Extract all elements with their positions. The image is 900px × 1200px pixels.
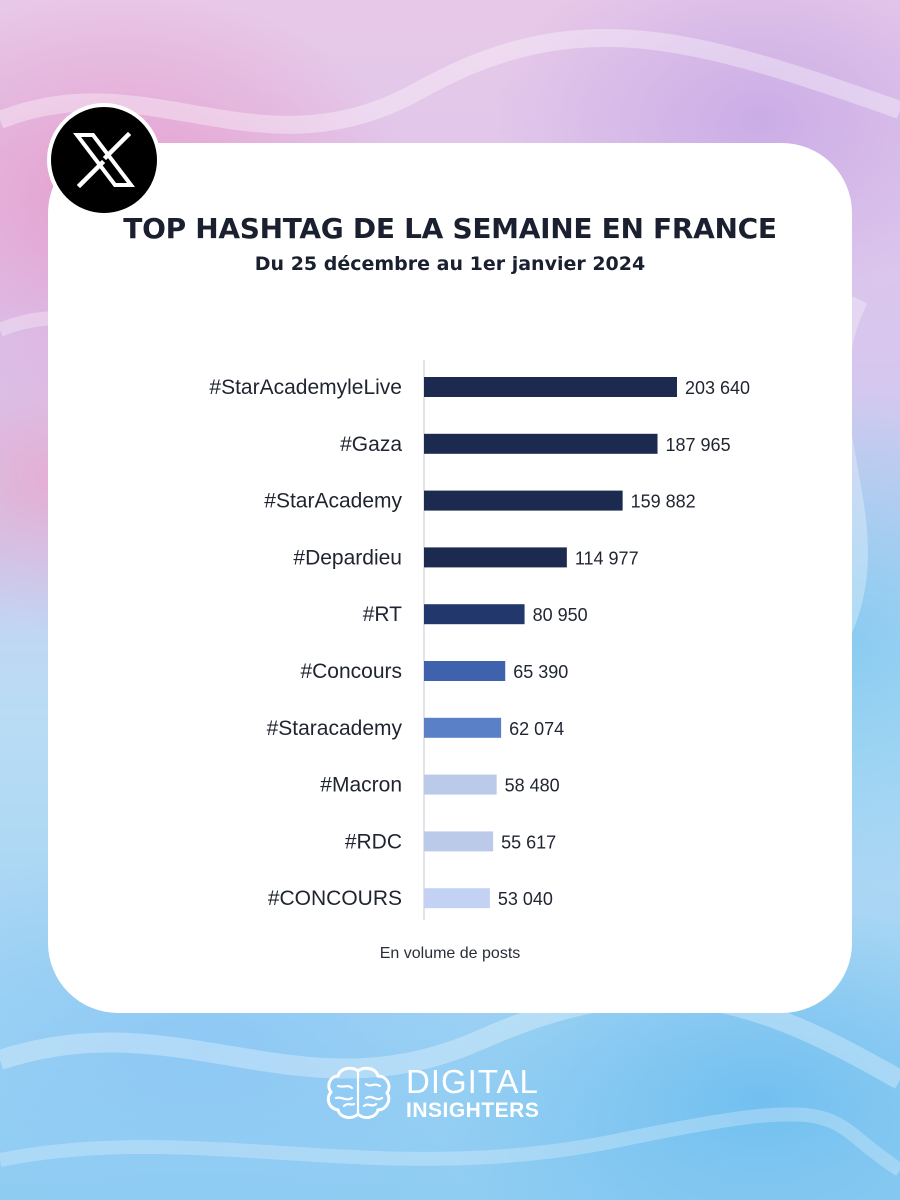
value-label: 55 617 (501, 832, 556, 852)
category-label: #CONCOURS (268, 887, 402, 910)
value-label: 187 965 (666, 435, 731, 455)
chart-note: En volume de posts (379, 945, 521, 962)
value-label: 203 640 (685, 378, 750, 398)
bar (424, 377, 677, 397)
category-label: #Staracademy (267, 717, 403, 740)
brand-name-line2: INSIGHTERS (406, 1099, 540, 1122)
bar (424, 547, 567, 568)
chart-subtitle: Du 25 décembre au 1er janvier 2024 (254, 253, 646, 275)
category-label: #RDC (345, 830, 402, 853)
bar (424, 888, 490, 909)
category-label: #Depardieu (293, 546, 402, 569)
value-label: 159 882 (631, 492, 696, 512)
category-label: #StarAcademy (264, 490, 402, 513)
value-label: 62 074 (509, 719, 564, 739)
value-label: 80 950 (533, 605, 588, 625)
value-label: 58 480 (505, 776, 560, 796)
bar (424, 604, 525, 625)
value-label: 114 977 (575, 548, 639, 568)
brand-name-line1: DIGITAL (406, 1063, 539, 1100)
category-label: #RT (363, 603, 402, 626)
x-logo-icon (47, 103, 161, 217)
chart-card (48, 143, 852, 1013)
value-label: 53 040 (498, 889, 553, 909)
bar (424, 774, 497, 795)
category-label: #StarAcademyleLive (209, 376, 402, 399)
chart-title: TOP HASHTAG DE LA SEMAINE EN FRANCE (123, 212, 777, 245)
bar (424, 490, 623, 511)
digital-insighters-logo: DIGITAL INSIGHTERS (324, 1058, 564, 1128)
bar (424, 433, 658, 454)
bar (424, 717, 502, 738)
category-label: #Gaza (340, 433, 402, 456)
bar (424, 661, 506, 681)
value-label: 65 390 (513, 662, 568, 682)
brain-icon (326, 1066, 391, 1119)
category-label: #Macron (320, 774, 402, 797)
bar (424, 831, 494, 852)
category-label: #Concours (300, 660, 402, 683)
